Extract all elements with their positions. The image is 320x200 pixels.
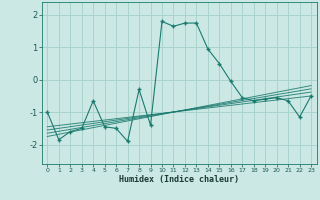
X-axis label: Humidex (Indice chaleur): Humidex (Indice chaleur): [119, 175, 239, 184]
